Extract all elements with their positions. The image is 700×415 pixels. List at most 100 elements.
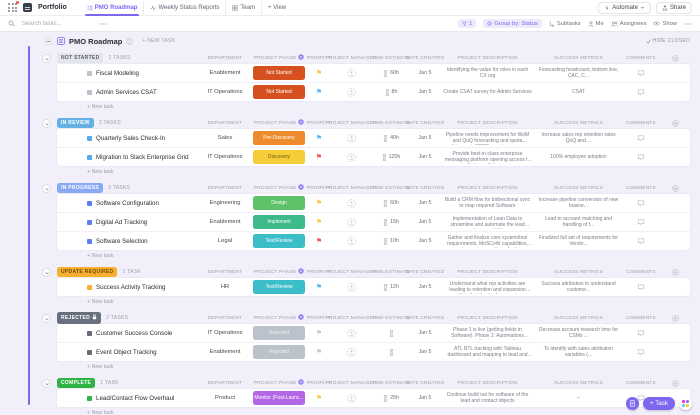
table-row[interactable]: Admin Services CSAT IT Operations Not Star… bbox=[57, 82, 690, 101]
help-fab-button[interactable] bbox=[679, 397, 692, 410]
project-manager-avatar[interactable] bbox=[330, 68, 372, 78]
date-created-cell[interactable]: Jan 5 bbox=[418, 395, 432, 401]
priority-flag-icon[interactable]: ⚑ bbox=[315, 237, 323, 245]
column-header-project-description[interactable]: PROJECT DESCRIPTION bbox=[440, 316, 535, 321]
column-header-comments[interactable]: COMMENTS bbox=[622, 186, 660, 191]
column-header-project-description[interactable]: PROJECT DESCRIPTION bbox=[440, 56, 535, 61]
column-header-project-description[interactable]: PROJECT DESCRIPTION bbox=[440, 121, 535, 126]
collapse-group-icon[interactable] bbox=[42, 314, 51, 323]
project-description-cell[interactable]: Continue build out for software of the l… bbox=[446, 391, 529, 404]
table-row[interactable]: Customer Success Console IT Operations Rej… bbox=[57, 324, 690, 342]
column-header-date-created[interactable]: DATE CREATED bbox=[406, 56, 445, 61]
department-cell[interactable]: Enablement bbox=[209, 70, 241, 76]
date-created-cell[interactable]: Jan 5 bbox=[418, 349, 432, 355]
app-grid-icon[interactable] bbox=[8, 1, 19, 12]
department-cell[interactable]: Enablement bbox=[209, 219, 241, 225]
column-header-time-estimate[interactable]: TIME ESTIMATE bbox=[371, 121, 410, 126]
comments-icon[interactable] bbox=[622, 134, 660, 142]
priority-flag-icon[interactable]: ⚑ bbox=[315, 329, 323, 337]
project-phase-badge[interactable]: Implement bbox=[253, 215, 305, 229]
column-header-project-phase[interactable]: PROJECT PHASE bbox=[250, 314, 308, 322]
task-name[interactable]: Lead/Contact Flow Overhaul bbox=[96, 394, 175, 402]
time-estimate-cell[interactable]: 15h bbox=[372, 213, 410, 231]
task-status-icon[interactable] bbox=[87, 70, 92, 76]
date-created-cell[interactable]: Jan 5 bbox=[418, 219, 432, 225]
task-name[interactable]: Software Selection bbox=[96, 237, 148, 245]
project-description-cell[interactable]: Understand what rep activities are leadi… bbox=[449, 280, 526, 295]
add-task-row[interactable]: + New task bbox=[87, 253, 114, 259]
column-header-project-phase[interactable]: PROJECT PHASE bbox=[250, 379, 308, 387]
project-phase-badge[interactable]: Design bbox=[253, 196, 305, 210]
table-row[interactable]: Digital Ad Tracking Enablement Implement ⚑ 1… bbox=[57, 212, 690, 231]
column-header-priority[interactable]: PRIORITY bbox=[307, 186, 331, 191]
add-column-icon[interactable] bbox=[660, 184, 690, 192]
project-phase-badge[interactable]: Pre-Discovery bbox=[253, 131, 305, 145]
project-phase-badge[interactable]: Rejected bbox=[253, 326, 305, 340]
tab-weekly-status-reports[interactable]: Weekly Status Reports bbox=[144, 0, 227, 15]
group-status-badge[interactable]: IN PROGRESS bbox=[57, 183, 104, 193]
collapse-group-icon[interactable] bbox=[42, 184, 51, 193]
add-column-icon[interactable] bbox=[660, 314, 690, 322]
project-description-cell[interactable]: Implementation of Lean Data to streamlin… bbox=[450, 215, 525, 230]
project-description-cell[interactable]: Pipeline needs improvement for WoM and Q… bbox=[445, 131, 530, 146]
success-metrics-cell[interactable]: Lead to account matching and handling of… bbox=[545, 215, 612, 228]
success-metrics-cell[interactable]: Forecasting headcount, bottom line, CAC,… bbox=[538, 66, 619, 79]
task-status-icon[interactable] bbox=[87, 284, 92, 290]
table-row[interactable]: Quarterly Sales Check-In Sales Pre-Discove… bbox=[57, 129, 690, 147]
priority-flag-icon[interactable]: ⚑ bbox=[315, 134, 323, 142]
column-header-time-estimate[interactable]: TIME ESTIMATE bbox=[371, 381, 410, 386]
priority-flag-icon[interactable]: ⚑ bbox=[315, 88, 323, 96]
date-created-cell[interactable]: Jan 5 bbox=[418, 330, 432, 336]
task-status-icon[interactable] bbox=[87, 349, 92, 355]
column-header-comments[interactable]: COMMENTS bbox=[622, 121, 660, 126]
project-phase-badge[interactable]: Monitor (Post-Launc... bbox=[253, 391, 305, 405]
project-manager-avatar[interactable] bbox=[330, 393, 372, 403]
tab-team[interactable]: Team bbox=[226, 0, 263, 15]
project-manager-avatar[interactable] bbox=[330, 236, 372, 246]
column-header-comments[interactable]: COMMENTS bbox=[622, 270, 660, 275]
collapse-group-icon[interactable] bbox=[42, 268, 51, 277]
project-phase-badge[interactable]: Test/Review bbox=[253, 280, 305, 294]
time-estimate-cell[interactable] bbox=[372, 324, 410, 342]
comments-icon[interactable] bbox=[622, 348, 660, 356]
project-description-cell[interactable]: Identifying the value for roles in each … bbox=[446, 66, 529, 79]
column-header-time-estimate[interactable]: TIME ESTIMATE bbox=[371, 316, 410, 321]
column-header-time-estimate[interactable]: TIME ESTIMATE bbox=[371, 186, 410, 191]
task-status-icon[interactable] bbox=[87, 219, 92, 225]
tab-pmo-roadmap[interactable]: PMO Roadmap bbox=[81, 0, 145, 16]
column-header-date-created[interactable]: DATE CREATED bbox=[406, 186, 445, 191]
column-header-project-description[interactable]: PROJECT DESCRIPTION bbox=[440, 381, 535, 386]
column-header-project-manager[interactable]: PROJECT MANAGER bbox=[326, 381, 377, 386]
department-cell[interactable]: IT Operations bbox=[207, 330, 243, 336]
column-header-department[interactable]: DEPARTMENT bbox=[200, 270, 250, 275]
column-header-success-metrics[interactable]: SUCCESS METRICS bbox=[535, 186, 622, 191]
task-name[interactable]: Admin Services CSAT bbox=[96, 88, 157, 96]
comments-icon[interactable] bbox=[622, 69, 660, 77]
comments-icon[interactable] bbox=[622, 283, 660, 291]
project-phase-badge[interactable]: Rejected bbox=[253, 345, 305, 359]
column-header-success-metrics[interactable]: SUCCESS METRICS bbox=[535, 381, 622, 386]
project-manager-avatar[interactable] bbox=[330, 282, 372, 292]
priority-flag-icon[interactable]: ⚑ bbox=[315, 394, 323, 402]
department-cell[interactable]: IT Operations bbox=[207, 154, 243, 160]
success-metrics-cell[interactable]: Increase sales rep retention rates QoQ a… bbox=[541, 131, 616, 144]
department-cell[interactable]: Enablement bbox=[209, 349, 241, 355]
project-phase-badge[interactable]: Not Started bbox=[253, 85, 305, 99]
comments-icon[interactable] bbox=[622, 88, 660, 96]
add-task-row[interactable]: + New task bbox=[87, 299, 114, 305]
comments-icon[interactable] bbox=[622, 199, 660, 207]
date-created-cell[interactable]: Jan 5 bbox=[418, 89, 432, 95]
column-header-department[interactable]: DEPARTMENT bbox=[200, 121, 250, 126]
column-header-date-created[interactable]: DATE CREATED bbox=[406, 381, 445, 386]
task-status-icon[interactable] bbox=[87, 200, 92, 206]
project-description-cell[interactable]: Build a CRM flow for bidirectional sync … bbox=[444, 196, 531, 209]
share-button[interactable]: Share bbox=[655, 1, 692, 14]
column-header-comments[interactable]: COMMENTS bbox=[622, 56, 660, 61]
column-header-success-metrics[interactable]: SUCCESS METRICS bbox=[535, 270, 622, 275]
add-column-icon[interactable] bbox=[660, 119, 690, 127]
column-header-department[interactable]: DEPARTMENT bbox=[200, 186, 250, 191]
success-metrics-cell[interactable]: To identify with sales attribution varia… bbox=[543, 345, 614, 358]
group-status-badge[interactable]: NOT STARTED bbox=[57, 53, 104, 63]
info-icon[interactable] bbox=[126, 37, 133, 45]
comments-icon[interactable] bbox=[622, 329, 660, 337]
